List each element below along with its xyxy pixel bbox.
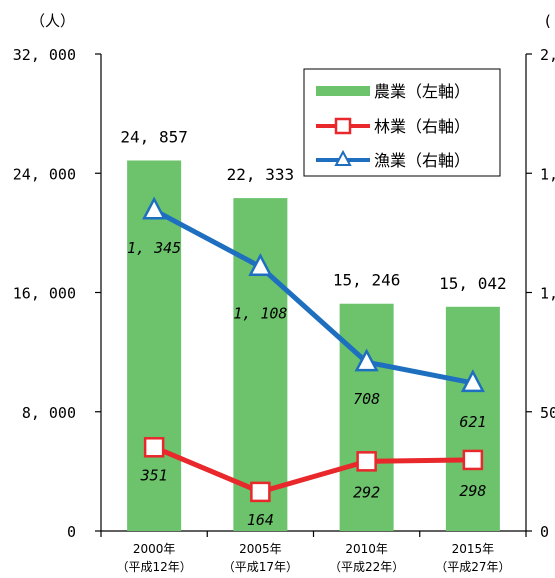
right-tick-label: 2,: [540, 46, 555, 64]
right-tick-label: 1,: [540, 165, 555, 183]
line-series-forestry: [153, 444, 473, 495]
x-tick-label: 2000年: [133, 542, 176, 556]
bar-label: 24, 857: [120, 127, 187, 146]
left-tick-label: 24, 000: [13, 165, 76, 183]
legend-label: 漁業（右軸）: [374, 151, 470, 170]
line-point: [460, 369, 485, 393]
bar: [233, 198, 288, 531]
point-label: 1, 108: [233, 305, 287, 323]
bar-label: 22, 333: [227, 165, 294, 184]
x-tick-sublabel: （平成17年）: [223, 560, 298, 574]
left-tick-label: 0: [67, 523, 76, 541]
legend-label: 農業（左軸）: [374, 82, 470, 101]
left-axis-unit: （人）: [30, 12, 75, 30]
x-tick-label: 2005年: [239, 542, 282, 556]
line-series-fishery: [152, 208, 474, 386]
point-label: 298: [459, 482, 486, 500]
line-point: [354, 348, 379, 372]
legend-swatch-bar: [316, 86, 370, 96]
legend: 農業（左軸） 林業（右軸） 漁業（右軸）: [303, 68, 501, 177]
point-label: 164: [247, 511, 274, 529]
bar-label: 15, 246: [333, 271, 400, 290]
right-tick-label: 1,: [540, 285, 555, 303]
data-labels: 24, 857 22, 333 15, 246 15, 042 351 164 292 298…: [120, 127, 506, 528]
line-point: [250, 481, 271, 503]
left-tick-label: 8, 000: [22, 404, 76, 422]
point-label: 351: [140, 466, 168, 484]
legend-label: 林業（右軸）: [374, 117, 470, 136]
bar: [339, 303, 394, 531]
left-tick-label: 16, 000: [13, 285, 76, 303]
point-label: 292: [353, 483, 380, 501]
point-label: 1, 345: [127, 239, 181, 257]
x-tick-label: 2015年: [452, 542, 495, 556]
right-tick-label: 50: [540, 404, 555, 422]
x-tick-sublabel: （平成22年）: [329, 560, 404, 574]
line-point: [248, 253, 273, 276]
x-tick-label: 2010年: [345, 542, 388, 556]
line-point: [356, 451, 377, 472]
legend-marker: [334, 149, 352, 166]
line-point: [462, 449, 484, 471]
line-point: [142, 196, 167, 220]
right-axis-unit: (: [545, 12, 551, 30]
x-tick-sublabel: （平成27年）: [435, 560, 510, 574]
lines: [142, 196, 485, 503]
legend-marker: [334, 117, 352, 135]
x-tick-sublabel: （平成12年）: [116, 560, 191, 574]
axes: 0 8, 000 16, 000 24, 000 32, 000 0 50 1, 1, 2, （人）…: [13, 12, 555, 574]
bar: [445, 306, 500, 531]
line-point: [143, 437, 165, 458]
bar-label: 15, 042: [439, 274, 506, 293]
point-label: 621: [459, 413, 486, 431]
right-tick-label: 0: [540, 523, 549, 541]
point-label: 708: [353, 390, 380, 408]
left-tick-label: 32, 000: [13, 46, 76, 64]
